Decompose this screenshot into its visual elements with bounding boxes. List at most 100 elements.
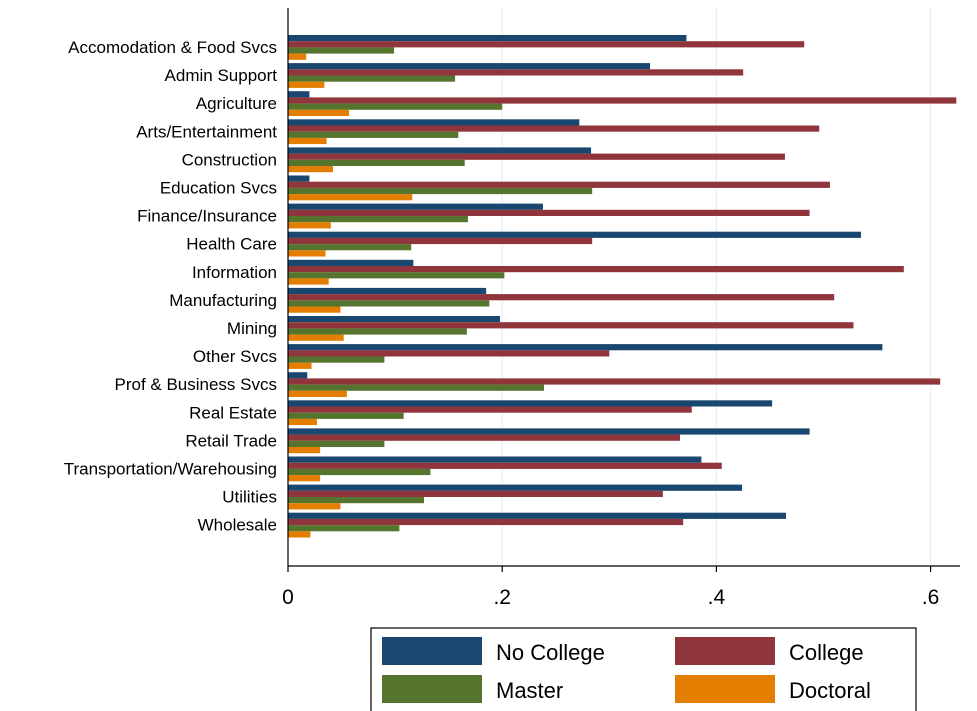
bar-finance-insurance-college bbox=[288, 209, 810, 216]
bars bbox=[288, 35, 957, 538]
bar-accomodation-food-svcs-doctoral bbox=[288, 53, 307, 60]
bar-agriculture-no-college bbox=[288, 91, 310, 98]
legend-swatch-doctoral bbox=[675, 675, 775, 703]
bar-arts-entertainment-no-college bbox=[288, 119, 580, 126]
category-label-admin-support: Admin Support bbox=[165, 66, 278, 85]
bar-admin-support-no-college bbox=[288, 63, 650, 70]
bar-retail-trade-no-college bbox=[288, 428, 810, 435]
legend: No College College Master Doctoral bbox=[370, 627, 917, 711]
bar-finance-insurance-master bbox=[288, 216, 468, 223]
bar-real-estate-college bbox=[288, 406, 692, 413]
bar-prof-business-svcs-doctoral bbox=[288, 390, 347, 397]
bar-utilities-master bbox=[288, 497, 425, 504]
bar-health-care-no-college bbox=[288, 231, 861, 238]
bar-construction-college bbox=[288, 153, 785, 160]
bar-prof-business-svcs-college bbox=[288, 378, 941, 385]
bar-admin-support-doctoral bbox=[288, 81, 325, 88]
bar-admin-support-master bbox=[288, 75, 456, 82]
bar-accomodation-food-svcs-no-college bbox=[288, 35, 687, 42]
bar-construction-master bbox=[288, 159, 465, 166]
bar-accomodation-food-svcs-college bbox=[288, 41, 805, 48]
category-label-health-care: Health Care bbox=[186, 235, 277, 254]
legend-swatch-no-college bbox=[382, 637, 482, 665]
bar-other-svcs-doctoral bbox=[288, 362, 312, 369]
bar-real-estate-master bbox=[288, 412, 404, 419]
bar-manufacturing-doctoral bbox=[288, 306, 341, 313]
bar-mining-doctoral bbox=[288, 334, 344, 341]
bar-arts-entertainment-master bbox=[288, 131, 459, 138]
category-label-finance-insurance: Finance/Insurance bbox=[137, 207, 277, 226]
category-label-prof-business-svcs: Prof & Business Svcs bbox=[114, 375, 277, 394]
bar-other-svcs-no-college bbox=[288, 344, 883, 351]
bar-construction-doctoral bbox=[288, 166, 333, 173]
x-axis-ticks: 0 .2 .4 .6 bbox=[282, 566, 939, 609]
category-label-education-svcs: Education Svcs bbox=[160, 179, 277, 198]
bar-education-svcs-doctoral bbox=[288, 194, 413, 201]
category-label-transportation-warehousing: Transportation/Warehousing bbox=[64, 460, 277, 479]
category-label-mining: Mining bbox=[227, 319, 277, 338]
bar-construction-no-college bbox=[288, 147, 592, 154]
category-label-other-svcs: Other Svcs bbox=[193, 347, 277, 366]
x-tick-label: 0 bbox=[282, 586, 294, 609]
bar-wholesale-master bbox=[288, 525, 400, 532]
grid-lines bbox=[501, 8, 932, 566]
bar-wholesale-no-college bbox=[288, 512, 787, 519]
bar-health-care-college bbox=[288, 237, 593, 245]
bar-agriculture-master bbox=[288, 103, 503, 110]
bar-utilities-doctoral bbox=[288, 503, 341, 510]
category-label-arts-entertainment: Arts/Entertainment bbox=[136, 122, 277, 141]
bar-health-care-doctoral bbox=[288, 250, 326, 257]
category-label-manufacturing: Manufacturing bbox=[169, 291, 277, 310]
bar-mining-college bbox=[288, 322, 854, 329]
bar-retail-trade-master bbox=[288, 440, 385, 447]
bar-agriculture-doctoral bbox=[288, 109, 350, 116]
bar-agriculture-college bbox=[288, 97, 957, 104]
bar-accomodation-food-svcs-master bbox=[288, 47, 395, 54]
bar-wholesale-doctoral bbox=[288, 531, 311, 538]
bar-finance-insurance-doctoral bbox=[288, 222, 331, 229]
bar-finance-insurance-no-college bbox=[288, 203, 543, 210]
bar-retail-trade-college bbox=[288, 434, 680, 441]
legend-label-master: Master bbox=[496, 678, 563, 703]
bar-other-svcs-college bbox=[288, 350, 610, 357]
category-label-utilities: Utilities bbox=[222, 488, 277, 507]
bar-transportation-warehousing-doctoral bbox=[288, 475, 321, 482]
x-tick-label: .6 bbox=[922, 586, 940, 609]
bar-health-care-master bbox=[288, 244, 412, 251]
bar-utilities-no-college bbox=[288, 484, 743, 491]
legend-swatch-college bbox=[675, 637, 775, 665]
bar-transportation-warehousing-college bbox=[288, 462, 722, 469]
bar-prof-business-svcs-no-college bbox=[288, 372, 308, 379]
category-labels: Accomodation & Food Svcs Admin Support Agr… bbox=[64, 38, 278, 535]
bar-information-doctoral bbox=[288, 278, 329, 285]
bar-prof-business-svcs-master bbox=[288, 384, 544, 391]
category-label-retail-trade: Retail Trade bbox=[185, 431, 277, 450]
bar-information-no-college bbox=[288, 259, 414, 266]
legend-label-college: College bbox=[789, 640, 864, 665]
bar-manufacturing-master bbox=[288, 300, 490, 307]
category-label-information: Information bbox=[192, 263, 277, 282]
legend-swatch-master bbox=[382, 675, 482, 703]
bar-wholesale-college bbox=[288, 518, 684, 526]
category-label-accomodation-food-svcs: Accomodation & Food Svcs bbox=[68, 38, 277, 57]
category-label-wholesale: Wholesale bbox=[198, 516, 277, 535]
bar-transportation-warehousing-no-college bbox=[288, 456, 702, 463]
category-label-agriculture: Agriculture bbox=[196, 94, 277, 113]
bar-other-svcs-master bbox=[288, 356, 385, 363]
bar-manufacturing-college bbox=[288, 294, 835, 301]
bar-information-college bbox=[288, 266, 904, 273]
bar-manufacturing-no-college bbox=[288, 287, 487, 295]
category-label-real-estate: Real Estate bbox=[189, 403, 277, 422]
bar-real-estate-no-college bbox=[288, 400, 773, 407]
legend-label-doctoral: Doctoral bbox=[789, 678, 871, 703]
x-tick-label: .4 bbox=[708, 586, 726, 609]
bar-utilities-college bbox=[288, 490, 663, 497]
bar-retail-trade-doctoral bbox=[288, 447, 321, 454]
bar-real-estate-doctoral bbox=[288, 418, 317, 426]
bar-admin-support-college bbox=[288, 69, 744, 76]
bar-mining-master bbox=[288, 328, 467, 335]
bar-education-svcs-master bbox=[288, 187, 593, 195]
bar-education-svcs-no-college bbox=[288, 175, 310, 182]
bar-arts-entertainment-doctoral bbox=[288, 137, 327, 145]
legend-label-no-college: No College bbox=[496, 640, 605, 665]
